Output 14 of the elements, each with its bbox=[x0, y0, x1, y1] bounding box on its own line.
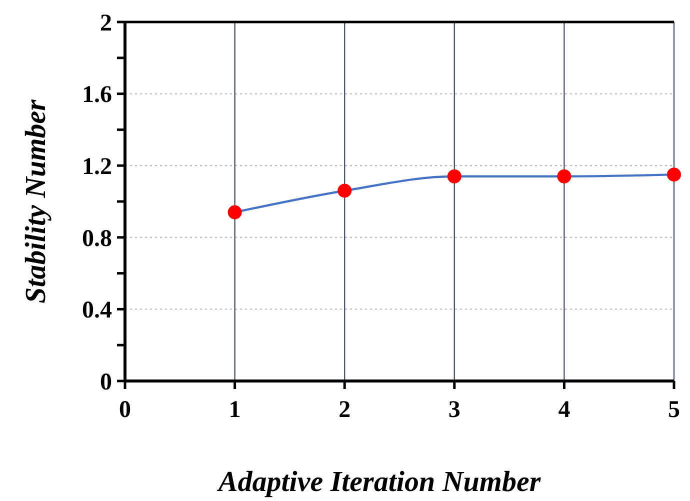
y-tick-label: 2 bbox=[100, 10, 112, 36]
y-tick-label: 1.2 bbox=[82, 154, 112, 180]
y-tick-label: 0.4 bbox=[82, 298, 112, 324]
x-tick-label: 5 bbox=[668, 397, 680, 423]
x-tick-label: 1 bbox=[228, 397, 241, 423]
y-axis-title: Stability Number bbox=[20, 98, 52, 304]
x-tick-label: 3 bbox=[448, 397, 460, 423]
x-tick-label: 2 bbox=[338, 397, 351, 423]
x-tick-label: 4 bbox=[558, 397, 570, 423]
x-tick-label: 0 bbox=[119, 397, 131, 423]
y-tick-label: 0.8 bbox=[82, 226, 112, 252]
y-tick-label: 1.6 bbox=[82, 82, 112, 108]
x-axis-title: Adaptive Iteration Number bbox=[216, 466, 542, 498]
y-tick-label: 0 bbox=[100, 369, 112, 396]
